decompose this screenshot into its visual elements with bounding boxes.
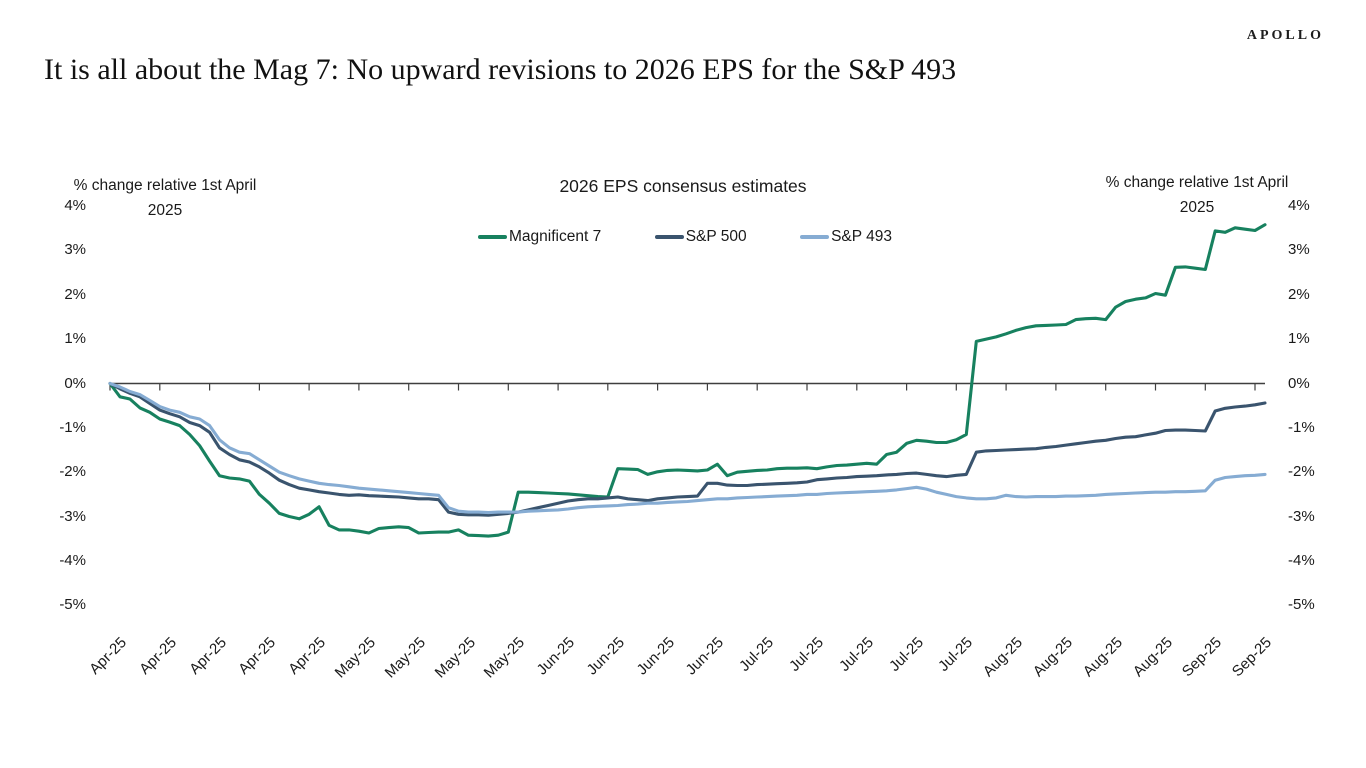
y-tick-label-left: 2% xyxy=(64,285,86,303)
y-tick-label-right: -4% xyxy=(1288,551,1315,569)
y-tick-label-right: 0% xyxy=(1288,374,1310,392)
legend-swatch-s-p-493 xyxy=(800,235,830,239)
y-tick-label-right: 4% xyxy=(1288,197,1310,215)
chart-legend: Magnificent 7 S&P 500 S&P 493 xyxy=(478,228,892,246)
apollo-logo: APOLLO xyxy=(1246,28,1324,43)
y-tick-label-left: -3% xyxy=(59,507,86,525)
y-tick-label-left: 4% xyxy=(64,197,86,215)
y-tick-label-right: -5% xyxy=(1288,596,1315,614)
y-tick-label-left: -1% xyxy=(59,418,86,436)
y-tick-label-right: -3% xyxy=(1288,507,1315,525)
legend-label-s-p-493: S&P 493 xyxy=(831,228,892,245)
y-tick-label-left: -5% xyxy=(59,596,86,614)
y-tick-label-right: 2% xyxy=(1288,285,1310,303)
right-axis-header-line2: 2025 xyxy=(1179,199,1215,216)
y-tick-label-right: -1% xyxy=(1288,418,1315,436)
series-line-s-p-493 xyxy=(108,381,1267,515)
legend-label-s-p-500: S&P 500 xyxy=(685,228,747,245)
chart-title: 2026 EPS consensus estimates xyxy=(559,176,807,196)
series-line-s-p-500 xyxy=(108,381,1267,517)
legend-swatch-s-p-500 xyxy=(654,235,684,239)
y-tick-label-left: -4% xyxy=(59,551,86,569)
left-axis-header: % change relative 1st April 2025 xyxy=(50,173,280,223)
y-tick-label-left: -2% xyxy=(59,463,86,481)
legend-item-magnificent-7: Magnificent 7 xyxy=(478,228,601,246)
series-line-magnificent-7 xyxy=(108,223,1267,538)
y-tick-label-right: -2% xyxy=(1288,463,1315,481)
page-title: It is all about the Mag 7: No upward rev… xyxy=(44,53,957,86)
y-tick-label-right: 1% xyxy=(1288,330,1310,348)
legend-swatch-magnificent-7 xyxy=(478,235,507,239)
legend-item-s-p-493: S&P 493 xyxy=(800,228,892,246)
legend-label-magnificent-7: Magnificent 7 xyxy=(509,228,602,245)
right-axis-header-line1: % change relative 1st April xyxy=(1105,174,1289,191)
y-tick-label-left: 1% xyxy=(64,330,86,348)
y-tick-label-left: 0% xyxy=(64,374,86,392)
y-tick-label-right: 3% xyxy=(1288,241,1310,259)
right-axis-header: % change relative 1st April 2025 xyxy=(1082,170,1312,220)
left-axis-header-line1: % change relative 1st April xyxy=(73,177,257,194)
y-tick-label-left: 3% xyxy=(64,241,86,259)
left-axis-header-line2: 2025 xyxy=(147,202,183,219)
legend-item-s-p-500: S&P 500 xyxy=(654,228,747,246)
